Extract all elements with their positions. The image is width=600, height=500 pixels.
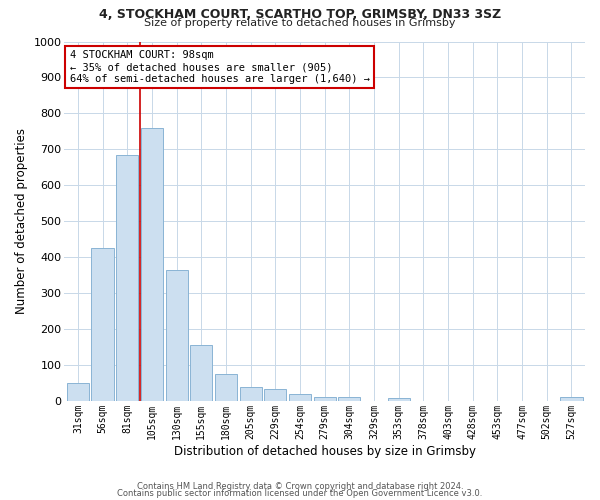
- Bar: [560, 398, 583, 401]
- Bar: [289, 394, 311, 401]
- Text: Size of property relative to detached houses in Grimsby: Size of property relative to detached ho…: [144, 18, 456, 28]
- X-axis label: Distribution of detached houses by size in Grimsby: Distribution of detached houses by size …: [173, 444, 476, 458]
- Text: 4 STOCKHAM COURT: 98sqm
← 35% of detached houses are smaller (905)
64% of semi-d: 4 STOCKHAM COURT: 98sqm ← 35% of detache…: [70, 50, 370, 84]
- Bar: [264, 389, 286, 401]
- Bar: [141, 128, 163, 401]
- Y-axis label: Number of detached properties: Number of detached properties: [15, 128, 28, 314]
- Bar: [314, 396, 336, 401]
- Bar: [67, 383, 89, 401]
- Bar: [239, 386, 262, 401]
- Bar: [91, 248, 113, 401]
- Bar: [166, 270, 188, 401]
- Text: 4, STOCKHAM COURT, SCARTHO TOP, GRIMSBY, DN33 3SZ: 4, STOCKHAM COURT, SCARTHO TOP, GRIMSBY,…: [99, 8, 501, 20]
- Bar: [116, 154, 139, 401]
- Bar: [215, 374, 237, 401]
- Bar: [190, 345, 212, 401]
- Text: Contains HM Land Registry data © Crown copyright and database right 2024.: Contains HM Land Registry data © Crown c…: [137, 482, 463, 491]
- Bar: [338, 398, 361, 401]
- Bar: [388, 398, 410, 401]
- Text: Contains public sector information licensed under the Open Government Licence v3: Contains public sector information licen…: [118, 489, 482, 498]
